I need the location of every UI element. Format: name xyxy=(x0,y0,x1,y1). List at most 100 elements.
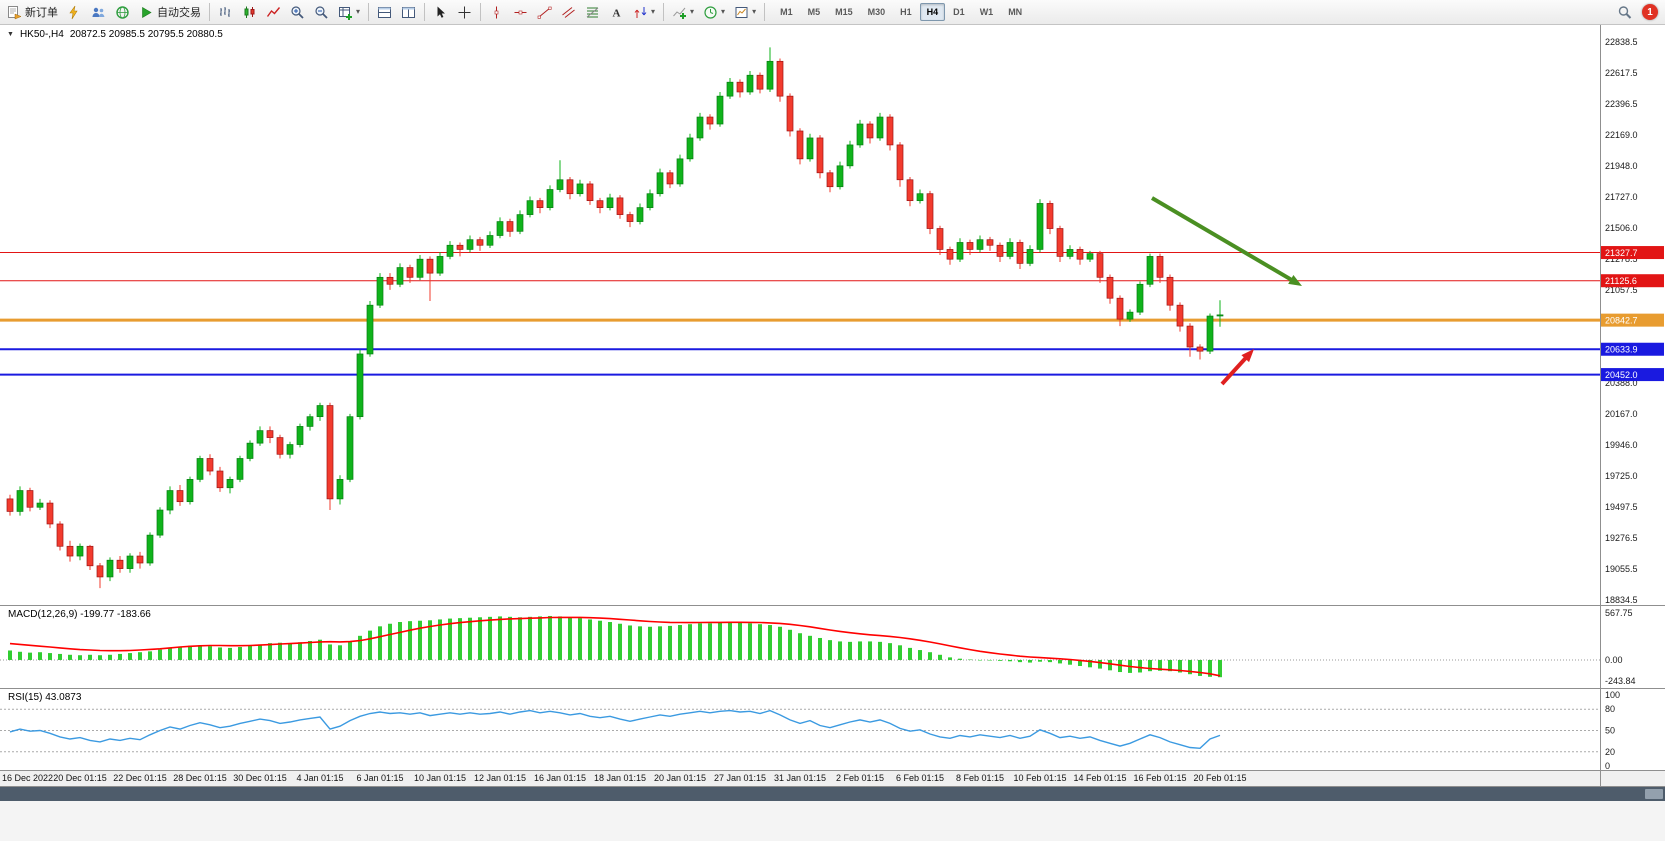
new-chart-button[interactable]: ▾ xyxy=(334,2,364,23)
timeframe-d1[interactable]: D1 xyxy=(946,3,972,21)
candle xyxy=(496,221,504,236)
candle xyxy=(1056,228,1064,257)
timeframe-h1[interactable]: H1 xyxy=(893,3,919,21)
candle xyxy=(346,416,354,480)
macd-histogram-bar xyxy=(328,644,332,660)
tile-windows-vertical-button[interactable] xyxy=(397,2,420,23)
macd-histogram-bar xyxy=(1108,659,1112,671)
arrows-tool-button[interactable]: ▾ xyxy=(629,2,659,23)
macd-histogram-bar xyxy=(1048,659,1052,663)
zoom-in-button[interactable] xyxy=(286,2,309,23)
timeframe-mn[interactable]: MN xyxy=(1001,3,1029,21)
new-order-button[interactable]: 新订单 xyxy=(3,2,62,23)
candle xyxy=(336,479,344,500)
search-button[interactable] xyxy=(1613,2,1636,23)
candle xyxy=(1016,242,1024,264)
macd-histogram-bar xyxy=(798,633,802,660)
notification-badge[interactable]: 1 xyxy=(1642,4,1658,20)
macd-histogram-bar xyxy=(1208,659,1212,677)
accounts-button[interactable] xyxy=(87,2,110,23)
timeframe-m30[interactable]: M30 xyxy=(861,3,893,21)
new-chart-icon xyxy=(339,6,352,20)
timeframe-m15[interactable]: M15 xyxy=(828,3,860,21)
candle xyxy=(946,249,954,260)
toolbar-separator xyxy=(764,3,766,21)
auto-trading-button[interactable]: 自动交易 xyxy=(135,2,205,23)
candle xyxy=(116,559,124,569)
new-order-icon xyxy=(8,5,22,19)
candle xyxy=(846,144,854,167)
macd-histogram-bar xyxy=(1188,659,1192,675)
fibonacci-tool-button[interactable] xyxy=(581,2,604,23)
bottom-filler xyxy=(0,801,1665,841)
macd-histogram-bar xyxy=(228,647,232,660)
candlestick-chart-button[interactable] xyxy=(238,2,261,23)
candle xyxy=(986,239,994,246)
rsi-value: 43.0873 xyxy=(45,692,82,703)
timeframe-w1[interactable]: W1 xyxy=(973,3,1001,21)
candle xyxy=(166,490,174,511)
toolbar-right: 1 xyxy=(1613,2,1662,23)
tile-windows-horizontal-button[interactable] xyxy=(373,2,396,23)
time-axis-label: 22 Dec 01:15 xyxy=(113,773,167,783)
text-tool-button[interactable]: A xyxy=(605,2,628,23)
templates-button[interactable]: ▾ xyxy=(730,2,760,23)
crosshair-button[interactable] xyxy=(453,2,476,23)
candle xyxy=(1216,314,1224,317)
price-tick-label: 22838.5 xyxy=(1605,37,1638,47)
channel-tool-button[interactable] xyxy=(557,2,580,23)
bar-chart-button[interactable] xyxy=(214,2,237,23)
toolbar-separator xyxy=(209,3,210,21)
time-axis-label: 16 Jan 01:15 xyxy=(534,773,586,783)
candle xyxy=(486,235,494,246)
timeframe-h4[interactable]: H4 xyxy=(919,3,946,21)
metaeditor-button[interactable] xyxy=(63,2,86,23)
community-button[interactable] xyxy=(111,2,134,23)
trendline-icon xyxy=(537,6,552,19)
macd-histogram-bar xyxy=(658,626,662,660)
candle xyxy=(26,490,34,508)
candle xyxy=(556,179,564,190)
candle xyxy=(826,172,834,188)
chart-menu-icon[interactable]: ▼ xyxy=(7,31,14,38)
candle xyxy=(316,405,324,418)
macd-histogram-bar xyxy=(928,652,932,660)
timeframe-m1[interactable]: M1 xyxy=(773,3,800,21)
macd-histogram-bar xyxy=(148,651,152,660)
zoom-out-button[interactable] xyxy=(310,2,333,23)
trend-arrow-head[interactable] xyxy=(1288,274,1302,286)
price-level-tag-label: 21125.6 xyxy=(1605,276,1637,286)
candle xyxy=(106,559,114,578)
price-level-tag xyxy=(1601,313,1664,327)
horizontal-line-icon xyxy=(514,10,527,14)
macd-histogram-bar xyxy=(528,616,532,660)
candle xyxy=(1166,276,1174,306)
macd-histogram-bar xyxy=(18,651,22,660)
price-tick-label: 21727.0 xyxy=(1605,192,1638,202)
trend-arrow[interactable] xyxy=(1150,196,1297,284)
horizontal-scrollbar[interactable] xyxy=(0,787,1665,801)
time-axis-label: 8 Feb 01:15 xyxy=(956,773,1004,783)
entry-arrow[interactable] xyxy=(1220,353,1251,386)
macd-histogram-bar xyxy=(1068,659,1072,665)
candle xyxy=(1186,325,1194,348)
periods-button[interactable]: ▾ xyxy=(699,2,729,23)
macd-histogram-bar xyxy=(698,623,702,660)
line-chart-button[interactable] xyxy=(262,2,285,23)
timeframe-m5[interactable]: M5 xyxy=(801,3,828,21)
horizontal-line-tool-button[interactable] xyxy=(509,2,532,23)
tile-horizontal-icon xyxy=(378,6,392,18)
price-tick-label: 19497.5 xyxy=(1605,502,1638,512)
macd-histogram-bar xyxy=(418,620,422,660)
entry-arrow-head[interactable] xyxy=(1241,349,1254,363)
candle xyxy=(876,116,884,139)
cursor-button[interactable] xyxy=(429,2,452,23)
macd-histogram-bar xyxy=(248,645,252,660)
scrollbar-grip[interactable] xyxy=(1645,789,1663,799)
vertical-line-tool-button[interactable] xyxy=(485,2,508,23)
candle xyxy=(636,207,644,222)
trendline-tool-button[interactable] xyxy=(533,2,556,23)
indicators-button[interactable]: ▾ xyxy=(668,2,698,23)
time-axis-label: 27 Jan 01:15 xyxy=(714,773,766,783)
